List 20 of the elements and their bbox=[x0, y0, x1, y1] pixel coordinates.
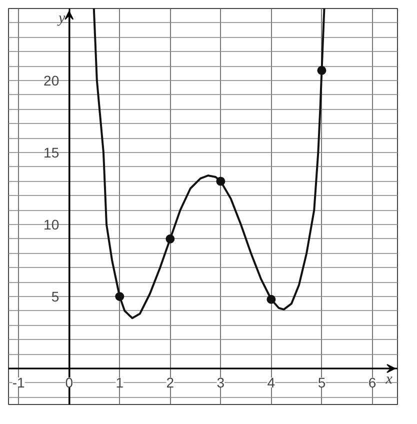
line-series bbox=[92, 8, 326, 320]
x-tick-label: 6 bbox=[368, 374, 376, 390]
y-tick-label: 15 bbox=[44, 144, 60, 160]
x-tick-label: 1 bbox=[116, 374, 124, 390]
x-tick-label: 2 bbox=[166, 374, 174, 390]
y-tick-label: 10 bbox=[44, 216, 60, 232]
point bbox=[266, 294, 276, 304]
x-axis-title: x bbox=[384, 372, 393, 388]
x-tick-label: 3 bbox=[216, 374, 225, 390]
point bbox=[216, 176, 226, 186]
point bbox=[115, 292, 124, 301]
x-tick-label: 0 bbox=[65, 374, 74, 390]
x-tick-label: 4 bbox=[267, 374, 276, 390]
y-tick-label: 20 bbox=[44, 72, 60, 88]
x-tick-label: 5 bbox=[318, 374, 326, 390]
point bbox=[166, 234, 175, 244]
y-axis-title: y bbox=[56, 10, 66, 26]
x-tick-label: -1 bbox=[12, 374, 26, 390]
y-tick-label: 5 bbox=[51, 288, 60, 304]
point bbox=[317, 66, 326, 75]
